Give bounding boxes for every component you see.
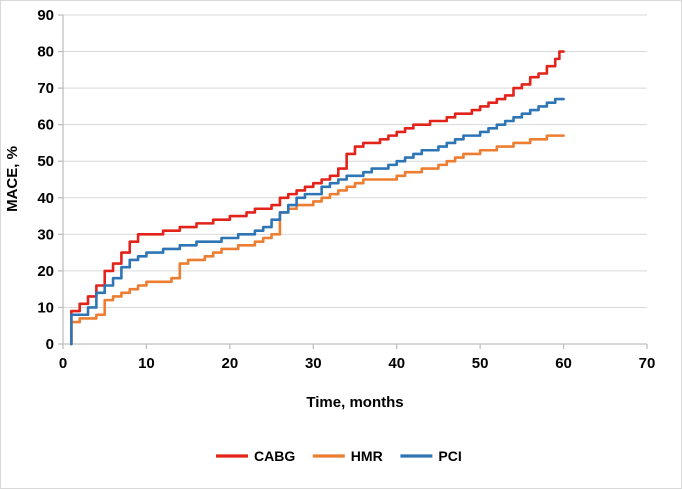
legend-label-pci: PCI [438,448,461,464]
axis-layer [58,14,648,349]
series-layer [70,50,565,346]
x-axis-title: Time, months [306,394,403,411]
x-tick-label: 30 [305,355,322,372]
series-line-pci [70,97,565,346]
x-tick-label: 70 [639,355,656,372]
x-tick-label: 10 [138,355,155,372]
y-tick-label: 60 [37,117,54,134]
y-tick-label: 40 [37,190,54,207]
y-tick-label: 20 [37,263,54,280]
legend-item-cabg: CABG [216,448,295,464]
y-tick-label: 10 [37,299,54,316]
y-tick-label: 70 [37,80,54,97]
y-tick-label: 90 [37,7,54,24]
series-line-hmr [70,134,565,346]
legend-item-pci: PCI [400,448,462,464]
y-tick-label: 30 [37,226,54,243]
tick-label-layer: 0 10 20 30 40 50 60 70 80 90 0 10 20 30 40 50 60 70 [37,7,655,372]
series-line-cabg [70,50,565,346]
legend-label-hmr: HMR [351,448,383,464]
x-tick-label: 40 [388,355,405,372]
x-tick-label: 50 [472,355,489,372]
legend: CABG HMR PCI [216,448,462,464]
x-tick-label: 60 [555,355,572,372]
legend-label-cabg: CABG [254,448,295,464]
legend-item-hmr: HMR [312,448,383,464]
x-tick-label: 0 [59,355,67,372]
y-tick-label: 50 [37,153,54,170]
y-tick-label: 80 [37,44,54,61]
x-tick-label: 20 [222,355,239,372]
y-tick-label: 0 [46,336,54,353]
y-axis-title: MACE, % [4,146,21,212]
